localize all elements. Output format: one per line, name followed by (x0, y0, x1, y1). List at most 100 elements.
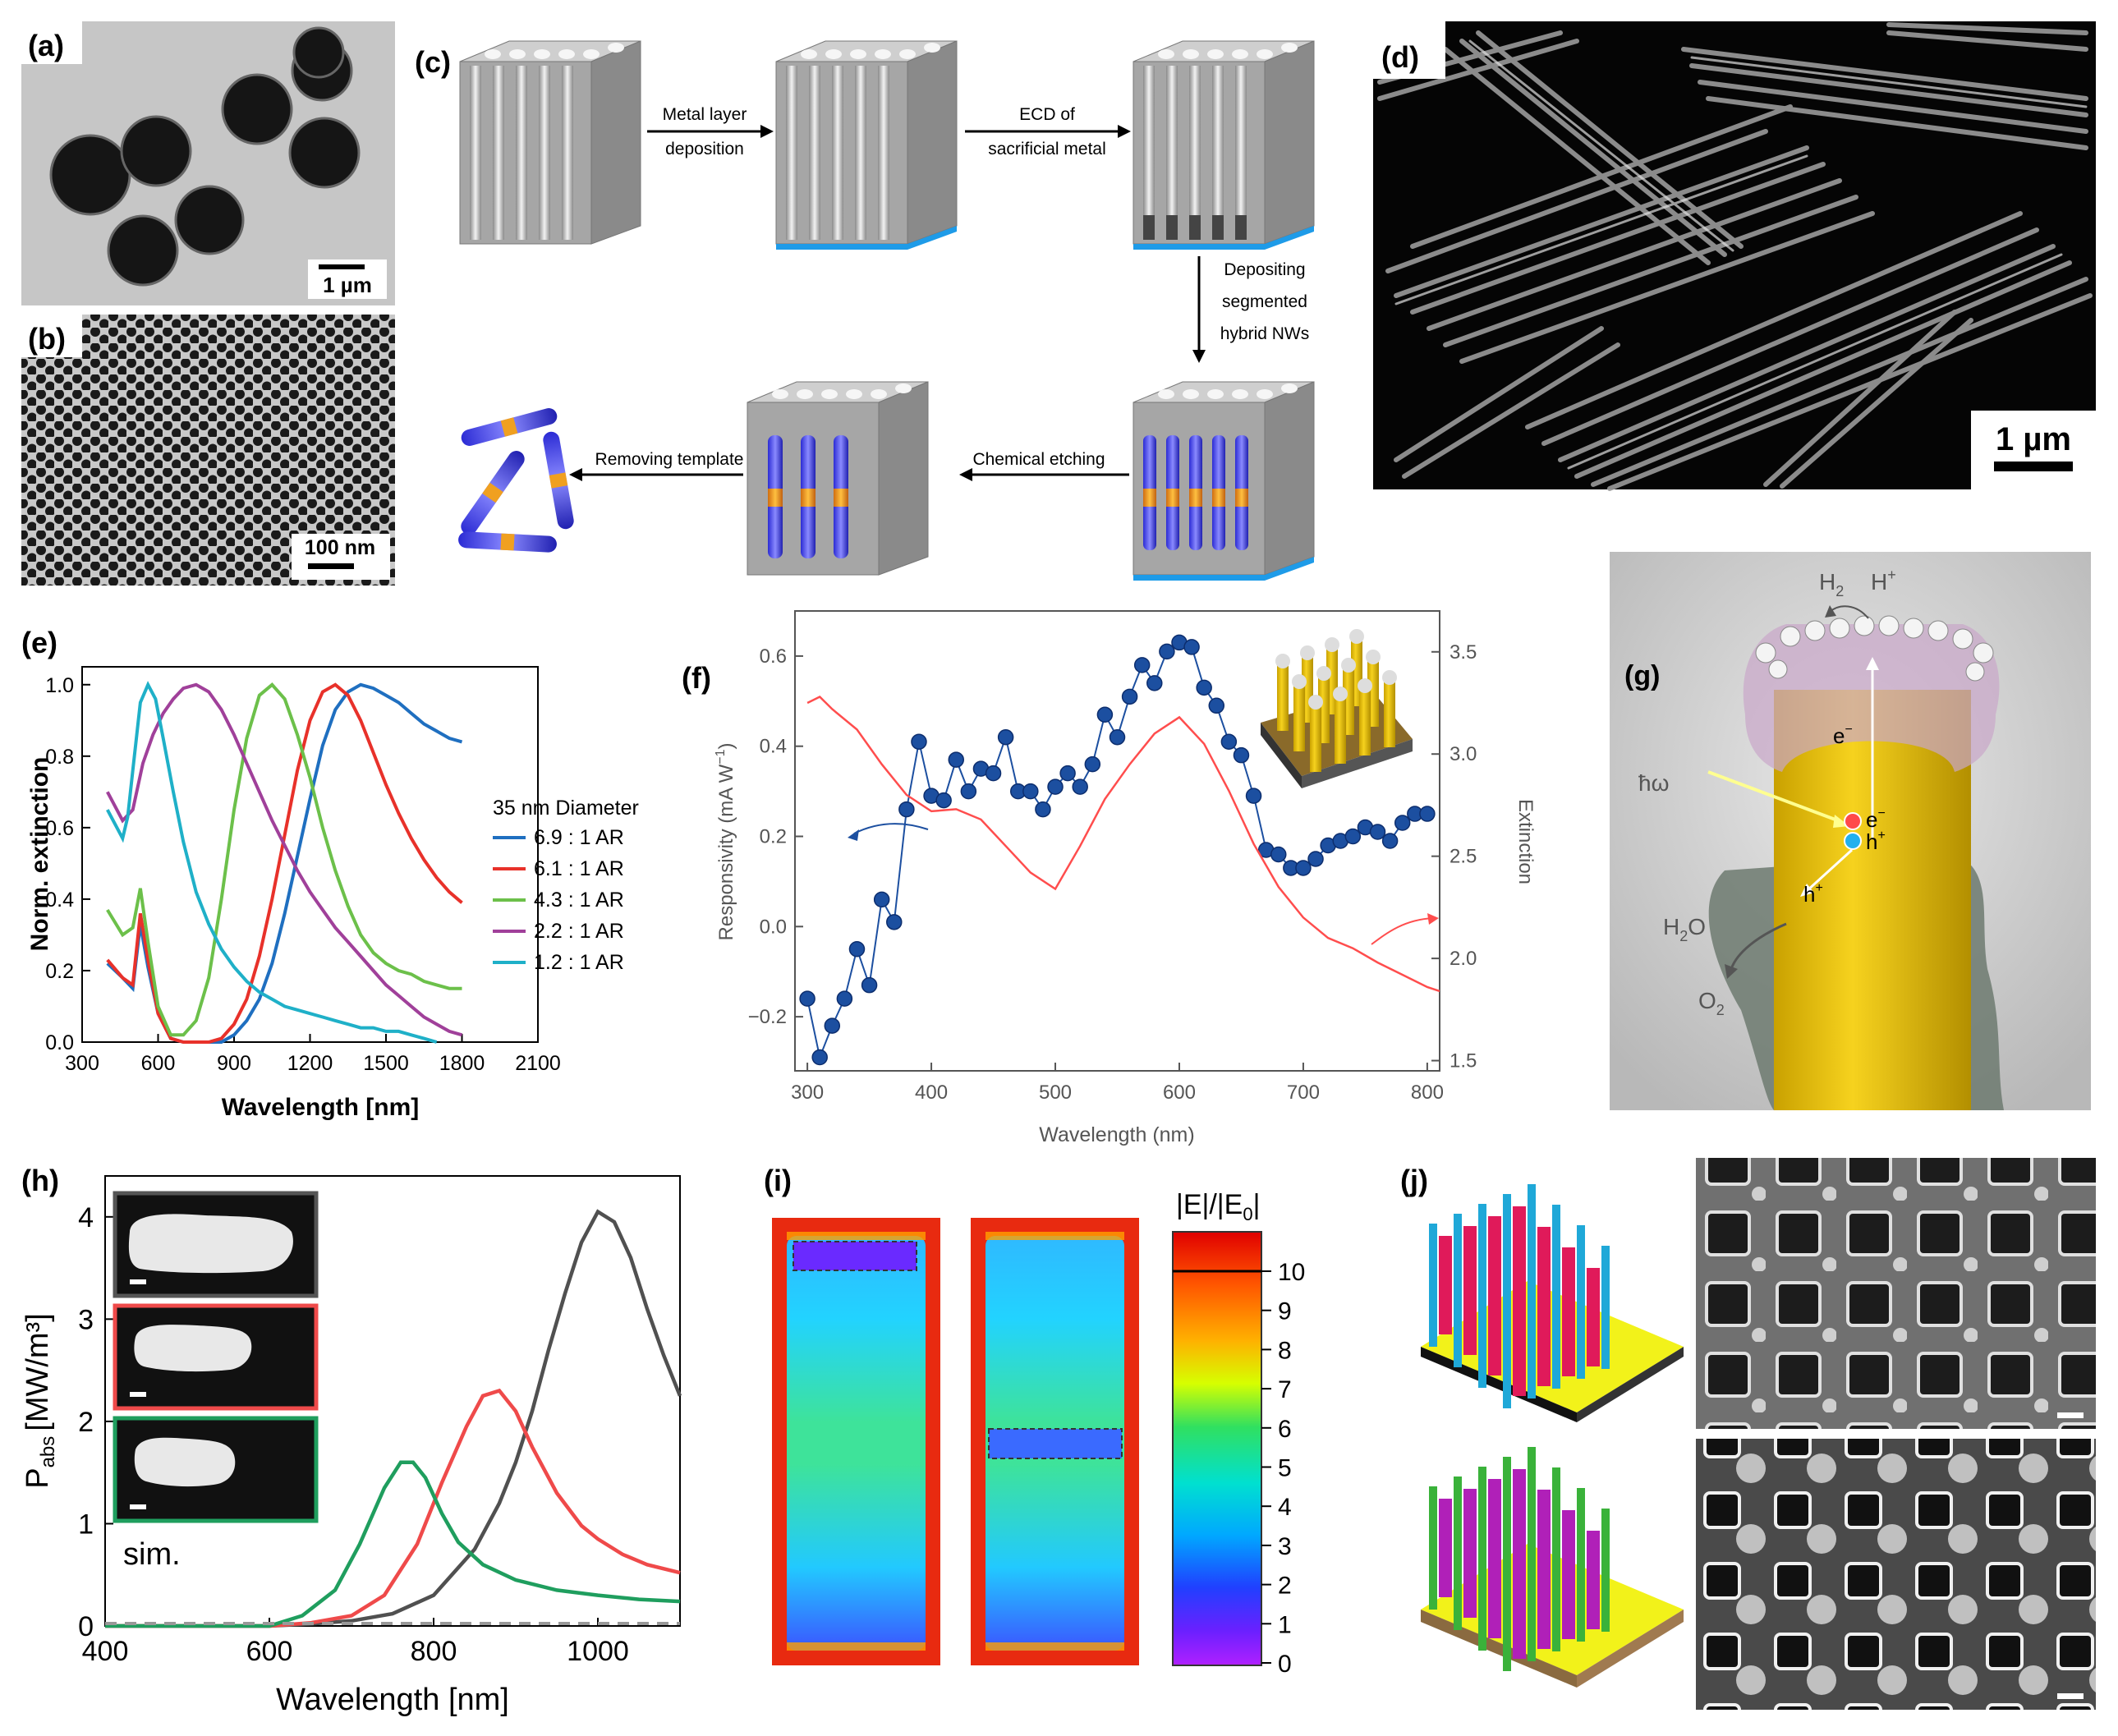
series-line (106, 682, 463, 1044)
data-point (1295, 860, 1312, 876)
series-line (105, 1388, 681, 1628)
y-tick-label: 0.4 (45, 889, 74, 912)
data-point (997, 728, 1014, 746)
x-tick-label: 1500 (363, 1052, 409, 1075)
y2-tick-label: 2.5 (1450, 846, 1477, 868)
panel-e: (e) 300 600 900 1200 1500 1800 2100 0.0 0.2 0.4 0.… (21, 626, 639, 1121)
data-point (1307, 851, 1324, 867)
svg-text:e−: e− (1866, 806, 1886, 832)
g-hplus: H (1871, 569, 1887, 595)
label-d: (d) (1381, 40, 1419, 74)
svg-text:|E|/|E0|: |E|/|E0| (1176, 1189, 1260, 1224)
colorbar-tick-label: 9 (1278, 1298, 1292, 1325)
data-point (886, 914, 903, 930)
data-point (935, 792, 952, 809)
chart-e-ticks: 300 600 900 1200 1500 1800 2100 0.0 0.2 0.4 0.6 0.8… (45, 674, 561, 1075)
chart-f-ticks: 300 400 500 600 700 800 −0.2 0.0 0.2 0.4 0.6 1.5 2.0… (748, 641, 1477, 1104)
colorbar-tick-label: 2 (1278, 1573, 1292, 1600)
chart-e-legend: 6.9 : 1 AR 6.1 : 1 AR 4.3 : 1 AR 2.2 : 1 AR… (493, 826, 624, 974)
label-c: (c) (415, 45, 451, 79)
data-point (1109, 728, 1126, 746)
y-tick-label: 0.8 (45, 746, 74, 769)
right-axis-arrow (1371, 917, 1434, 945)
colorbar-tick-label: 0 (1278, 1651, 1292, 1678)
y-tick-label: 0.2 (45, 960, 74, 983)
template-block-2 (775, 40, 958, 250)
sem-inset-2 (113, 1303, 319, 1411)
free-nanowires (458, 408, 574, 553)
template-block-5 (747, 381, 929, 576)
template-block-1 (459, 40, 641, 245)
data-point (985, 765, 1002, 782)
data-point (848, 941, 866, 958)
data-point (799, 990, 815, 1007)
label-j: (j) (1400, 1164, 1428, 1197)
legend-label: 2.2 : 1 AR (534, 920, 624, 943)
data-point (1072, 778, 1088, 795)
sem-image-j1 (1696, 1158, 2096, 1429)
chart-e-xlabel: Wavelength [nm] (222, 1094, 420, 1121)
chart-h-xlabel: Wavelength [nm] (276, 1683, 509, 1717)
data-point (1233, 746, 1250, 764)
y-tick-label: 1 (78, 1509, 94, 1540)
data-point (1381, 833, 1399, 849)
chart-f-frame (794, 610, 1440, 1072)
label-e: (e) (21, 626, 57, 659)
chart-h-ylabel: Pabs[MW/m³] (21, 1313, 59, 1489)
data-point (1245, 788, 1262, 804)
label-g: (g) (1624, 660, 1660, 691)
x-tick-label: 1000 (567, 1636, 629, 1667)
data-point (898, 801, 915, 818)
colorbar-tick-label: 5 (1278, 1455, 1292, 1482)
chart-h-frame (104, 1175, 681, 1627)
scalebar-a: 1 µm (323, 273, 372, 297)
data-point (1159, 643, 1175, 660)
colorbar-tick-label: 10 (1278, 1259, 1305, 1286)
series-line (106, 682, 463, 1044)
nanoparticles (1755, 615, 1994, 682)
microspheres (49, 26, 361, 287)
data-point (811, 1049, 828, 1066)
sem-image-j2 (1696, 1439, 2096, 1710)
g-hole: h (1866, 829, 1877, 854)
step-ecd: ECD of (1019, 105, 1075, 124)
y-tick-label: 1.0 (45, 674, 74, 697)
data-point (1220, 733, 1238, 750)
step-deposition: deposition (665, 140, 744, 158)
sem-inset-3 (113, 1416, 319, 1523)
y-tick-label: 0.4 (760, 736, 787, 758)
array-schematic-1 (1421, 1184, 1684, 1422)
legend-label: 4.3 : 1 AR (534, 889, 624, 912)
g-oxygen: O (1698, 988, 1716, 1013)
series-line (105, 1209, 682, 1628)
step-removing: Removing template (595, 450, 744, 469)
svg-text:h+: h+ (1803, 881, 1823, 907)
y-tick-label: 0.2 (760, 826, 787, 848)
svg-text:H+: H+ (1871, 567, 1896, 595)
series-line (806, 695, 1440, 993)
data-point (948, 751, 964, 768)
data-point (1035, 801, 1051, 818)
g-hole-out: h (1803, 882, 1815, 907)
step-etching: Chemical etching (972, 450, 1105, 469)
field-map-2 (971, 1218, 1139, 1665)
legend-label: 6.9 : 1 AR (534, 826, 624, 849)
x-tick-label: 700 (1287, 1082, 1320, 1104)
panel-f: (f) 300 400 500 600 700 800 −0.2 0.0 0.2 0.4 0.6 1.… (682, 610, 1537, 1146)
y-tick-label: −0.2 (748, 1006, 787, 1028)
chart-e-ylabel: Norm. extinction (26, 757, 53, 952)
g-water: H (1663, 914, 1679, 939)
step-segmented: segmented (1222, 292, 1307, 311)
template-block-3 (1133, 40, 1315, 250)
g-h2: H (1819, 569, 1835, 595)
series-line (105, 1460, 681, 1628)
x-tick-label: 800 (1411, 1082, 1444, 1104)
svg-text:h+: h+ (1866, 829, 1886, 854)
data-point (1183, 639, 1200, 655)
chart-f-xlabel: Wavelength (nm) (1039, 1123, 1194, 1146)
g-electron-top: e (1833, 723, 1845, 748)
y2-tick-label: 1.5 (1450, 1050, 1477, 1072)
x-tick-label: 800 (411, 1636, 457, 1667)
chart-f-lines (799, 634, 1440, 1066)
data-point (1059, 765, 1076, 782)
